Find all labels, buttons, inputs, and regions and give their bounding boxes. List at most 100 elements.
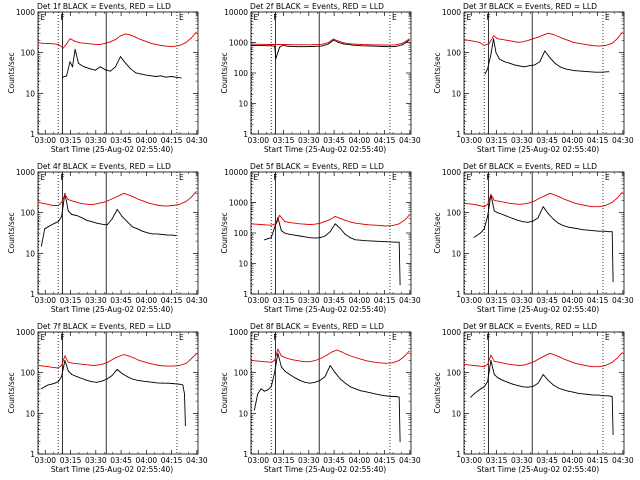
series-events-point: [574, 70, 576, 72]
series-lld-point: [108, 361, 110, 363]
series-lld-point: [260, 224, 262, 225]
y-axis-label: Counts/sec: [220, 372, 229, 413]
series-lld-point: [349, 221, 351, 223]
series-events-point: [136, 379, 138, 381]
series-lld-line: [463, 31, 623, 47]
series-events-point: [483, 386, 485, 388]
series-events-point: [537, 382, 539, 384]
series-lld-point: [385, 362, 387, 364]
series-events-line: [250, 39, 410, 59]
series-events-point: [277, 352, 279, 354]
series-lld-point: [497, 38, 499, 40]
series-lld-point: [408, 214, 410, 216]
series-events-point: [495, 52, 497, 54]
series-events-point: [172, 234, 174, 236]
series-lld-line: [37, 191, 197, 207]
y-tick-label: 1: [30, 450, 35, 459]
x-tick-label: 03:15: [60, 456, 82, 465]
series-lld-point: [567, 39, 569, 41]
series-lld-point: [165, 205, 167, 207]
series-events-point: [180, 77, 182, 79]
series-lld-point: [195, 353, 197, 355]
series-events-point: [502, 379, 504, 381]
series-events-point: [549, 57, 551, 59]
x-tick-label: 03:00: [34, 296, 56, 305]
series-events-point: [390, 396, 392, 397]
panel-det-9: Det 9f BLACK = Events, RED = LLD 1 10 100 10…: [433, 322, 634, 474]
series-events-point: [111, 375, 113, 376]
y-tick-label: 100: [234, 69, 249, 78]
series-events-point: [77, 62, 79, 64]
series-events-point: [509, 62, 510, 64]
marker-label: E: [392, 333, 397, 342]
series-lld-point: [138, 199, 140, 201]
series-events-point: [399, 284, 401, 286]
series-events-point: [309, 382, 311, 384]
series-lld-point: [616, 38, 618, 40]
series-lld-point: [250, 359, 252, 361]
series-lld-point: [170, 46, 172, 48]
series-events-point: [519, 65, 521, 67]
y-tick-label: 100: [21, 369, 36, 378]
panel-title: Det 2f BLACK = Events, RED = LLD: [250, 2, 384, 11]
series-events-point: [280, 366, 282, 368]
x-axis-label: Start Time (25-Aug-02 02:55:40): [477, 305, 599, 314]
series-events-point: [564, 68, 566, 70]
series-lld-point: [306, 361, 308, 363]
series-lld-point: [562, 38, 564, 40]
series-events-point: [497, 212, 499, 214]
series-lld-point: [185, 362, 187, 364]
series-lld-point: [381, 44, 383, 46]
series-lld-point: [493, 360, 495, 362]
series-lld-point: [57, 367, 59, 369]
series-events-point: [333, 39, 334, 41]
y-tick-label: 100: [234, 369, 249, 378]
series-events-point: [279, 46, 281, 48]
x-tick-label: 04:00: [349, 296, 371, 305]
x-tick-label: 03:45: [536, 296, 558, 305]
plot-frame: [37, 11, 199, 135]
series-lld-point: [94, 43, 96, 45]
series-lld-point: [378, 362, 380, 364]
x-tick-label: 04:30: [399, 296, 421, 305]
series-events-point: [537, 217, 539, 219]
series-events-point: [109, 70, 111, 72]
series-lld-point: [360, 223, 361, 225]
series-events-point: [147, 232, 148, 234]
series-lld-point: [190, 196, 192, 198]
series-events-point: [497, 377, 499, 379]
panel-det-2: Det 2f BLACK = Events, RED = LLD 1 10 100 10…: [220, 2, 421, 154]
x-tick-label: 04:15: [587, 456, 609, 465]
series-lld-point: [284, 220, 286, 222]
marker-label: E: [179, 333, 184, 342]
x-tick-label: 03:30: [511, 136, 533, 145]
series-events-point: [47, 226, 49, 228]
x-tick-label: 04:00: [349, 456, 371, 465]
series-events-point: [101, 380, 103, 382]
series-lld-point: [598, 45, 600, 47]
series-lld-point: [371, 361, 373, 363]
series-events-point: [395, 241, 397, 243]
x-tick-label: 03:00: [247, 296, 269, 305]
x-tick-label: 04:30: [612, 456, 634, 465]
series-events-point: [498, 58, 500, 60]
series-lld-point: [591, 45, 593, 46]
series-events-point: [588, 229, 590, 231]
series-lld-point: [67, 361, 69, 363]
plot-frame: [250, 11, 412, 135]
series-lld-point: [52, 366, 54, 368]
series-lld-point: [47, 43, 49, 44]
series-lld-point: [299, 223, 301, 225]
series-lld-point: [542, 34, 544, 36]
x-tick-label: 04:30: [186, 456, 208, 465]
series-events-point: [365, 240, 366, 242]
series-lld-point: [559, 356, 561, 358]
x-tick-label: 03:15: [273, 136, 295, 145]
series-events-point: [361, 45, 363, 47]
series-lld-point: [502, 39, 504, 41]
x-tick-label: 04:15: [161, 296, 183, 305]
x-tick-label: 03:45: [110, 296, 132, 305]
series-lld-point: [93, 203, 95, 205]
series-events-point: [390, 46, 392, 48]
series-events-point: [398, 241, 400, 243]
